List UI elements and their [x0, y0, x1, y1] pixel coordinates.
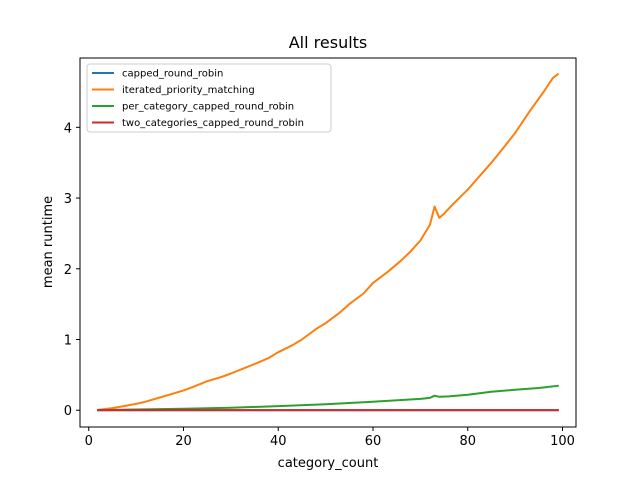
plot-frame	[79, 57, 577, 428]
y-tick-label-2: 2	[64, 263, 72, 278]
x-tick-label-60: 60	[365, 434, 382, 449]
legend-label-per_category_capped_round_robin: per_category_capped_round_robin	[122, 102, 294, 113]
series-layer	[97, 72, 560, 412]
y-tick-label-0: 0	[64, 404, 72, 419]
y-axis-label: mean runtime	[41, 196, 56, 288]
x-tick-label-80: 80	[459, 434, 476, 449]
axes-layer: 0 20 40 60 80 100 0 1 2 3 4	[64, 57, 577, 449]
x-tick-label-0: 0	[85, 434, 93, 449]
legend: capped_round_robin iterated_priority_matc…	[86, 63, 332, 133]
y-tick-label-3: 3	[64, 192, 72, 207]
y-tick-label-1: 1	[64, 334, 72, 349]
chart-title: All results	[289, 33, 368, 52]
y-tick-label-4: 4	[64, 121, 72, 136]
legend-label-two_categories_capped_round_robin: two_categories_capped_round_robin	[122, 118, 304, 129]
x-tick-label-20: 20	[175, 434, 192, 449]
series-line-iterated_priority_matching	[97, 72, 560, 412]
x-tick-label-40: 40	[270, 434, 287, 449]
legend-label-iterated_priority_matching: iterated_priority_matching	[122, 85, 255, 96]
legend-label-capped_round_robin: capped_round_robin	[122, 69, 223, 80]
x-axis-label: category_count	[278, 456, 379, 471]
legend-box	[86, 63, 332, 133]
x-tick-label-100: 100	[550, 434, 575, 449]
series-line-per_category_capped_round_robin	[97, 384, 559, 412]
